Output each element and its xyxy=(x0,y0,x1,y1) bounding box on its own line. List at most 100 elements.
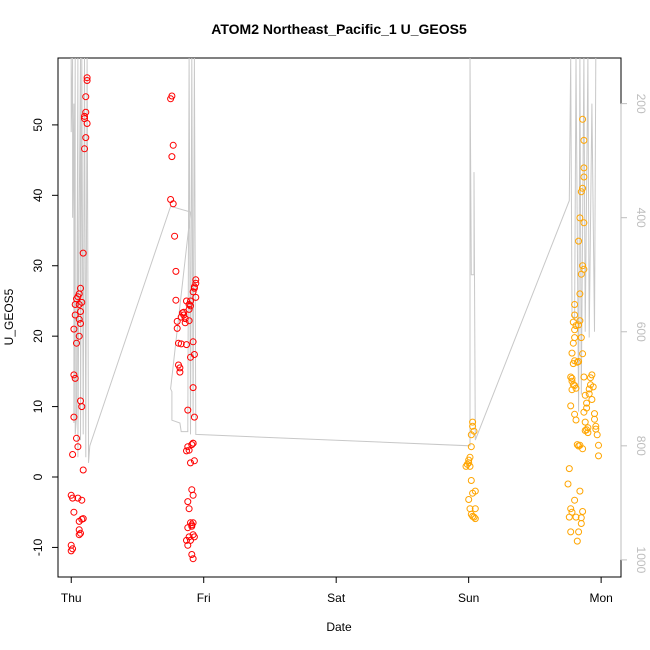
data-point-series-1 xyxy=(180,311,188,319)
data-point-series-2 xyxy=(571,496,579,504)
data-point-series-1 xyxy=(75,531,83,539)
chart-title: ATOM2 Northeast_Pacific_1 U_GEOS5 xyxy=(211,21,467,37)
data-point-series-1 xyxy=(189,439,197,447)
data-point-series-1 xyxy=(79,466,87,474)
data-point-series-1 xyxy=(192,293,200,301)
data-point-series-1 xyxy=(73,434,80,442)
data-point-series-1 xyxy=(192,279,200,287)
data-point-series-1 xyxy=(67,547,75,555)
right-tick-label: 200 xyxy=(634,94,648,114)
data-point-series-2 xyxy=(580,173,588,181)
data-point-series-2 xyxy=(580,164,588,172)
data-point-series-2 xyxy=(466,462,474,470)
data-point-series-2 xyxy=(577,514,585,522)
data-point-series-1 xyxy=(70,325,78,333)
data-point-series-2 xyxy=(575,237,583,245)
data-point-series-1 xyxy=(187,297,194,305)
data-point-series-1 xyxy=(190,284,198,292)
data-point-series-2 xyxy=(579,184,587,192)
axes-layer: Thu Fri Sat Sun Mon -10 0 10 20 30 40 50 200 400 600 80… xyxy=(31,94,648,605)
data-point-series-1 xyxy=(173,324,181,332)
x-tick-label: Fri xyxy=(197,591,211,605)
data-point-series-1 xyxy=(71,374,79,382)
data-point-series-1 xyxy=(185,505,193,513)
data-point-series-1 xyxy=(77,320,84,327)
data-point-series-2 xyxy=(567,373,575,381)
data-point-series-2 xyxy=(568,349,576,357)
data-point-series-1 xyxy=(168,92,176,100)
data-point-series-2 xyxy=(573,537,581,545)
y-tick-label: 0 xyxy=(31,473,45,480)
data-point-series-1 xyxy=(171,232,179,240)
data-point-series-1 xyxy=(184,498,192,506)
data-point-series-1 xyxy=(70,371,78,379)
data-point-series-2 xyxy=(595,452,602,460)
data-point-series-1 xyxy=(190,533,198,541)
data-point-series-1 xyxy=(82,93,90,101)
data-point-series-2 xyxy=(466,453,474,461)
data-point-series-1 xyxy=(177,340,185,348)
right-tick-label: 600 xyxy=(634,322,648,342)
data-point-series-2 xyxy=(573,441,581,449)
x-tick-label: Thu xyxy=(61,591,82,605)
data-point-series-2 xyxy=(588,396,596,403)
data-point-series-1 xyxy=(192,276,200,284)
data-point-series-2 xyxy=(465,496,473,503)
data-point-series-2 xyxy=(470,513,478,521)
data-point-series-1 xyxy=(185,305,193,313)
data-point-series-2 xyxy=(467,477,475,484)
data-point-series-1 xyxy=(83,74,91,82)
data-point-series-1 xyxy=(181,315,189,323)
data-point-series-1 xyxy=(189,338,197,346)
data-point-series-2 xyxy=(469,418,477,426)
data-point-series-2 xyxy=(589,383,597,391)
data-point-series-1 xyxy=(70,508,78,516)
pressure-line xyxy=(70,57,597,463)
data-point-series-2 xyxy=(580,136,588,144)
data-point-series-2 xyxy=(581,391,589,399)
data-point-series-2 xyxy=(571,326,579,334)
data-point-series-2 xyxy=(575,321,583,329)
right-tick-label: 1000 xyxy=(634,547,648,574)
data-point-series-2 xyxy=(567,402,575,410)
data-point-series-1 xyxy=(176,364,184,372)
data-point-series-2 xyxy=(579,115,587,123)
data-point-series-1 xyxy=(185,317,193,325)
data-point-series-1 xyxy=(188,551,196,558)
x-tick-label: Sun xyxy=(458,591,479,605)
data-point-series-2 xyxy=(581,427,589,434)
data-point-series-2 xyxy=(580,265,588,273)
data-point-series-1 xyxy=(173,317,181,325)
data-point-series-1 xyxy=(190,457,198,465)
data-point-series-2 xyxy=(588,371,596,379)
data-point-series-1 xyxy=(189,491,197,499)
data-point-series-1 xyxy=(69,494,77,502)
data-point-series-2 xyxy=(569,318,577,326)
x-tick-label: Mon xyxy=(589,591,612,605)
x-axis-label: Date xyxy=(326,620,352,634)
data-point-series-1 xyxy=(169,141,177,149)
data-point-series-2 xyxy=(471,487,479,495)
x-tick-label: Sat xyxy=(327,591,346,605)
data-point-series-1 xyxy=(189,555,197,563)
data-point-series-1 xyxy=(70,413,78,421)
data-point-series-1 xyxy=(185,301,193,308)
data-point-series-2 xyxy=(572,416,580,424)
data-point-series-2 xyxy=(567,528,575,536)
data-point-series-1 xyxy=(77,529,84,537)
data-point-series-1 xyxy=(79,249,87,257)
y-tick-label: 40 xyxy=(31,188,45,202)
data-point-series-1 xyxy=(81,115,88,123)
data-point-series-1 xyxy=(74,494,82,502)
data-point-series-2 xyxy=(467,443,475,451)
data-point-series-2 xyxy=(576,317,584,325)
data-point-series-1 xyxy=(168,153,176,161)
data-point-series-2 xyxy=(581,418,589,426)
data-point-series-2 xyxy=(580,408,588,416)
data-point-series-2 xyxy=(585,390,593,398)
data-point-series-1 xyxy=(81,112,88,120)
data-point-series-2 xyxy=(575,442,583,450)
data-point-series-2 xyxy=(579,262,587,270)
data-point-series-2 xyxy=(583,399,591,407)
